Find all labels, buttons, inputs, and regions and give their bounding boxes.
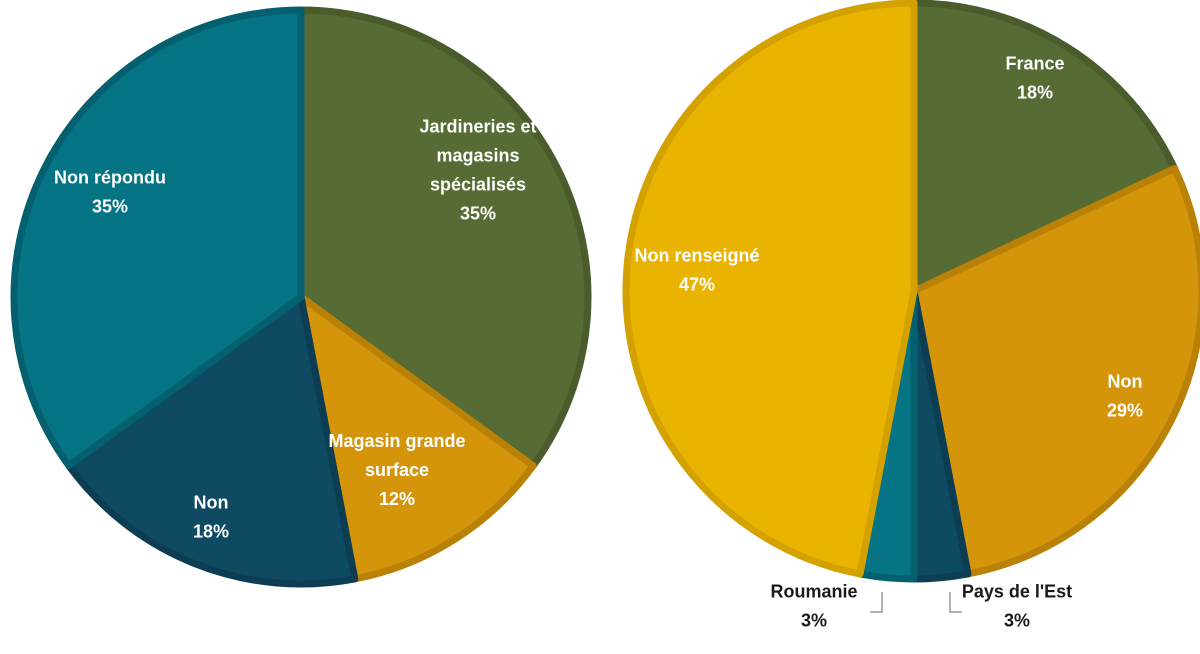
- data-label-jardineries-et-magasins-specialises: Jardineries et magasins spécialisés 35%: [419, 117, 536, 224]
- slice-magasin-grande-surface: [297, 293, 537, 583]
- data-label-non-renseigne: Non renseigné 47%: [634, 246, 759, 295]
- data-label-non-repondu: Non répondu 35%: [54, 168, 166, 217]
- data-label-non: Non 29%: [1107, 372, 1143, 421]
- pie-chart-1: Jardineries et magasins spécialisés 35% Maga…: [10, 6, 592, 588]
- data-label-france: France 18%: [1005, 54, 1064, 103]
- leader-line-roumanie: [870, 592, 883, 613]
- slice-jardineries-et-magasins-specialises: [297, 6, 592, 470]
- leader-line-pays-de-l-est: [949, 592, 962, 613]
- pie-chart-2: France 18% Non 29% Pays de l'Est 3% Roumanie 3%…: [622, 0, 1200, 631]
- data-label-roumanie: Roumanie 3%: [770, 582, 857, 631]
- slice-non-renseigne: [622, 0, 918, 578]
- slice-non: [65, 293, 359, 588]
- data-label-non: Non 18%: [193, 493, 229, 542]
- data-label-magasin-grande-surface: Magasin grande surface 12%: [328, 431, 465, 509]
- data-label-pays-de-l-est: Pays de l'Est 3%: [962, 582, 1072, 631]
- slice-france: [910, 0, 1179, 295]
- slice-non-repondu: [10, 6, 305, 470]
- slice-non: [910, 164, 1200, 578]
